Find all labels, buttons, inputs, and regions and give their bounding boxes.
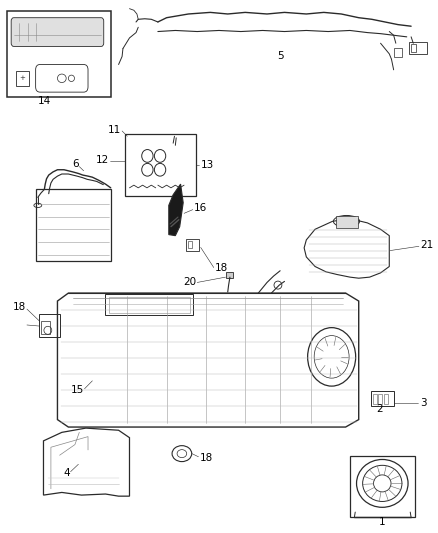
Bar (109, 297, 190, 313)
Text: 3: 3 (420, 398, 427, 408)
Bar (226, 272, 233, 278)
Text: 13: 13 (201, 160, 214, 171)
Bar (7, 11, 111, 98)
Bar (125, 134, 196, 196)
Text: 20: 20 (183, 278, 196, 287)
Bar (371, 391, 394, 406)
Bar (384, 393, 388, 404)
Text: 18: 18 (215, 263, 228, 272)
Text: 18: 18 (13, 302, 26, 312)
Text: 21: 21 (420, 240, 433, 250)
Bar (39, 314, 60, 337)
Text: 15: 15 (71, 385, 84, 395)
Text: 18: 18 (199, 453, 212, 463)
FancyBboxPatch shape (11, 18, 104, 46)
Text: +: + (20, 75, 25, 82)
Text: 5: 5 (277, 51, 283, 61)
Bar (36, 189, 111, 261)
Bar (186, 239, 199, 251)
Text: 1: 1 (379, 516, 385, 527)
Text: 12: 12 (96, 155, 109, 165)
Text: 11: 11 (107, 125, 121, 135)
Bar (409, 42, 427, 54)
Bar (16, 71, 28, 86)
Text: 2: 2 (376, 404, 383, 414)
Bar (106, 294, 193, 316)
Text: 6: 6 (72, 159, 78, 169)
Text: 4: 4 (63, 468, 70, 478)
Polygon shape (169, 184, 183, 236)
Bar (41, 321, 50, 334)
Bar (350, 456, 415, 518)
Bar (394, 48, 403, 56)
Bar (373, 393, 377, 404)
Bar (378, 393, 382, 404)
Text: 14: 14 (38, 95, 51, 106)
Bar (187, 241, 192, 248)
Text: 16: 16 (194, 203, 207, 213)
Bar (336, 216, 358, 228)
Bar (411, 44, 417, 52)
